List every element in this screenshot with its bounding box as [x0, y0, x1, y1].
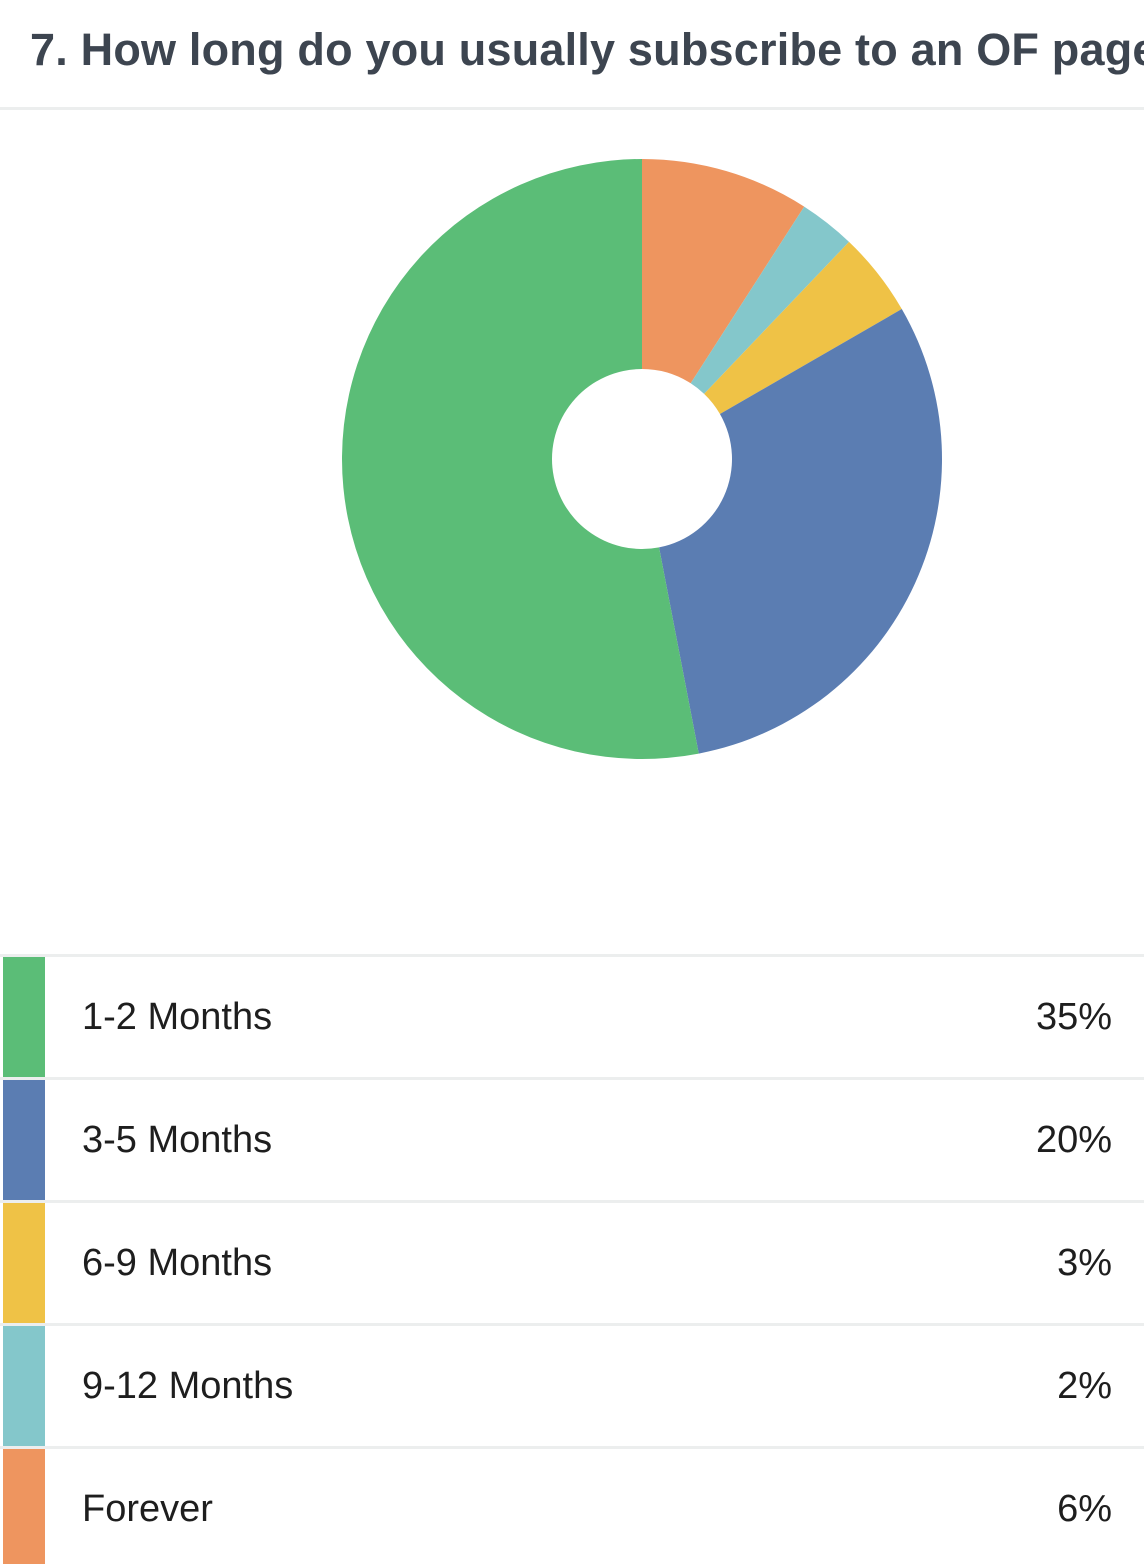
legend-label: 1-2 Months	[82, 996, 273, 1038]
legend-swatch	[3, 1326, 45, 1446]
legend-row-forever: Forever 6%	[0, 1449, 1144, 1564]
legend-label: 9-12 Months	[82, 1365, 294, 1407]
legend-row-3-5-months: 3-5 Months 20%	[0, 1080, 1144, 1203]
legend-swatch	[3, 1449, 45, 1564]
legend-row-9-12-months: 9-12 Months 2%	[0, 1326, 1144, 1449]
question-title: 7. How long do you usually subscribe to …	[30, 24, 1144, 75]
pie-slice-1-2-months	[341, 159, 699, 759]
legend-value: 6%	[1057, 1488, 1112, 1530]
legend-value: 20%	[1035, 1119, 1112, 1161]
pie-slice-6-9-months	[704, 241, 902, 414]
legend-value: 35%	[1035, 996, 1112, 1038]
legend-swatch	[3, 1080, 45, 1200]
legend-label: 6-9 Months	[82, 1242, 273, 1284]
pie-slice-9-12-months	[690, 206, 850, 394]
legend-value: 2%	[1057, 1365, 1112, 1407]
legend-row-6-9-months: 6-9 Months 3%	[0, 1203, 1144, 1326]
question-header: 7. How long do you usually subscribe to …	[0, 0, 1144, 110]
legend-label: 3-5 Months	[82, 1119, 273, 1161]
legend-table: 1-2 Months 35% 3-5 Months 20% 6-9 Months…	[0, 954, 1144, 1564]
donut-chart	[341, 159, 942, 759]
pie-slice-3-5-months	[659, 309, 942, 754]
legend-swatch	[3, 957, 45, 1077]
pie-slice-forever	[642, 159, 805, 384]
donut-chart-area	[0, 113, 1144, 953]
legend-swatch	[3, 1203, 45, 1323]
legend-row-1-2-months: 1-2 Months 35%	[0, 957, 1144, 1080]
legend-label: Forever	[82, 1488, 213, 1530]
legend-value: 3%	[1057, 1242, 1112, 1284]
